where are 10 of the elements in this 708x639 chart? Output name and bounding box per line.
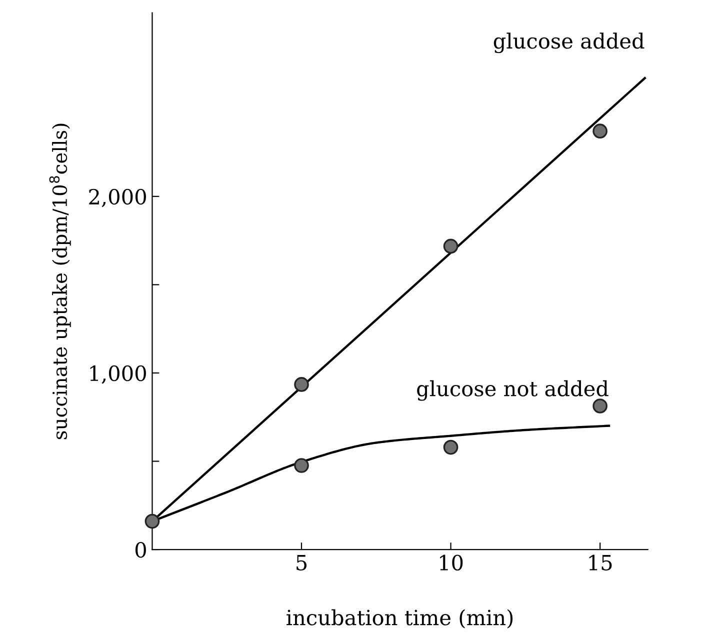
x-tick-label: 10	[440, 554, 463, 571]
annotation: glucose added	[494, 32, 644, 54]
y-tick-label: 2,000	[89, 188, 146, 208]
x-tick-label: 15	[589, 554, 612, 571]
y-tick-label: 0	[135, 542, 146, 558]
annotation: glucose not added	[417, 380, 608, 401]
x-axis-title: incubation time (min)	[286, 609, 513, 628]
x-tick-label: 5	[296, 555, 307, 571]
y-tick-label: 1,000	[90, 365, 146, 384]
y-axis-title: succinate uptake (dpm/10$^{8}$cells)	[49, 124, 71, 440]
